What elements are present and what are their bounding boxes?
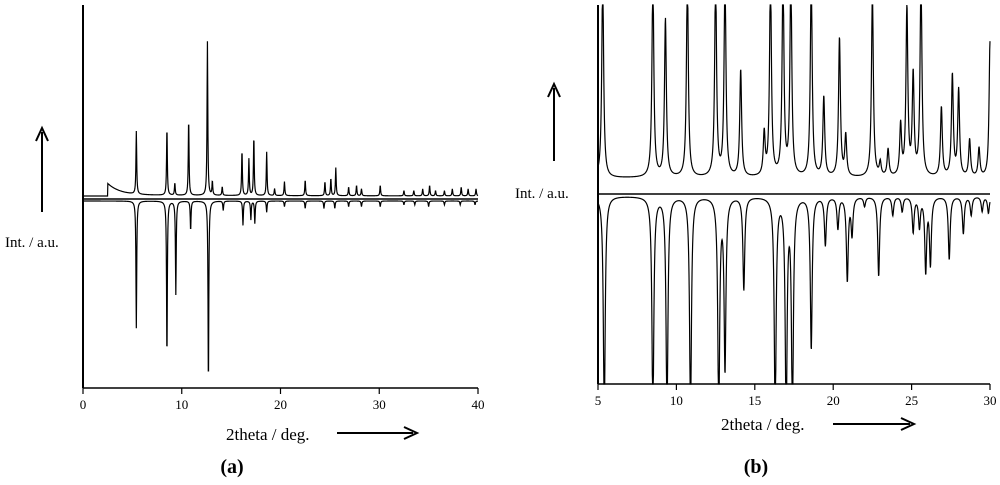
chart-a-ylabel: Int. / a.u. <box>5 235 59 251</box>
chart-a-curves <box>83 41 479 372</box>
chart-b-intensity-arrowhead <box>547 81 561 98</box>
x-tick-label: 15 <box>748 393 761 408</box>
series-upper-line <box>83 41 479 197</box>
x-tick-label: 10 <box>670 393 683 408</box>
chart-a-xlabel: 2theta / deg. <box>226 425 310 444</box>
x-tick-label: 20 <box>827 393 840 408</box>
x-tick-label: 10 <box>175 397 188 412</box>
chart-a-panel-label: (a) <box>220 456 243 478</box>
series-upper-line <box>597 4 991 178</box>
chart-a: 0 10 20 30 40 Int. / a.u. 2theta / deg. (a) <box>5 5 485 478</box>
chart-b: 5 10 15 20 25 30 Int. / a.u. 2theta / deg. (b… <box>515 4 997 478</box>
x-tick-label: 30 <box>373 397 386 412</box>
chart-a-2theta-arrowhead <box>403 426 420 440</box>
chart-b-ylabel: Int. / a.u. <box>515 186 569 202</box>
chart-b-xlabel: 2theta / deg. <box>721 415 805 434</box>
x-tick-label: 40 <box>472 397 485 412</box>
chart-b-x-ticks: 5 10 15 20 25 30 <box>595 384 997 408</box>
x-tick-label: 20 <box>274 397 287 412</box>
x-tick-label: 5 <box>595 393 602 408</box>
chart-b-curves <box>597 4 991 385</box>
chart-a-intensity-arrowhead <box>35 125 49 142</box>
x-tick-label: 30 <box>984 393 997 408</box>
x-tick-label: 0 <box>80 397 87 412</box>
chart-b-2theta-arrowhead <box>900 417 917 431</box>
x-tick-label: 25 <box>905 393 918 408</box>
series-lower-line <box>83 200 479 372</box>
chart-b-panel-label: (b) <box>744 456 768 478</box>
chart-a-x-ticks: 0 10 20 30 40 <box>80 388 485 412</box>
series-lower-line <box>597 196 991 385</box>
